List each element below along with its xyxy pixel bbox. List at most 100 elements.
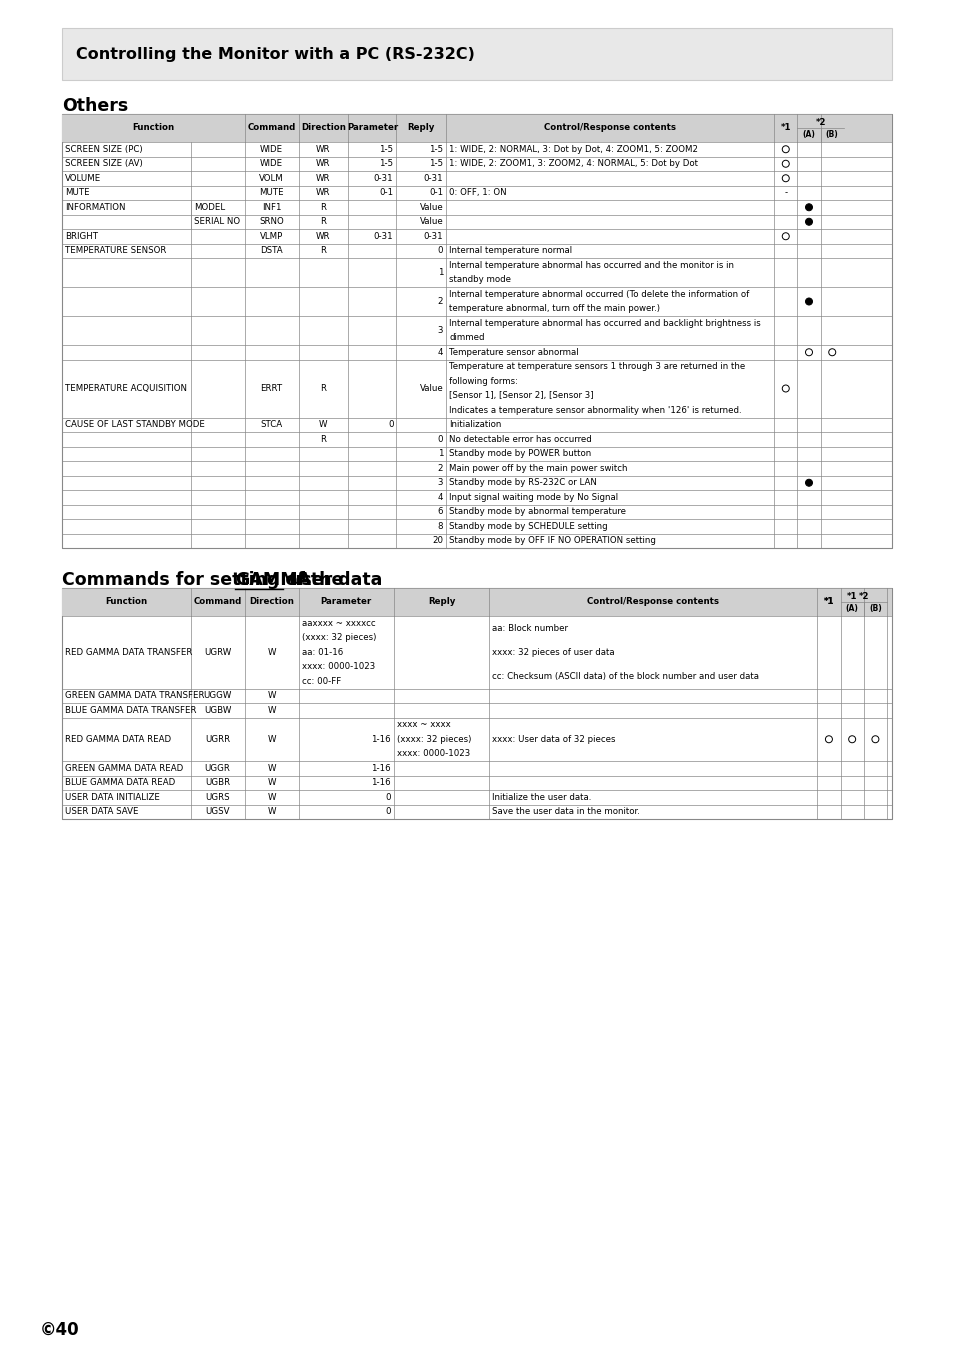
- Text: Value: Value: [419, 217, 443, 227]
- Text: WR: WR: [315, 188, 331, 197]
- Text: 1-5: 1-5: [429, 144, 443, 154]
- Text: W: W: [267, 691, 275, 701]
- Text: W: W: [319, 420, 328, 429]
- Text: 4: 4: [437, 493, 443, 502]
- Text: (A): (A): [801, 130, 815, 139]
- Text: (xxxx: 32 pieces): (xxxx: 32 pieces): [396, 734, 471, 744]
- Text: Parameter: Parameter: [347, 123, 397, 132]
- Text: aa: 01-16: aa: 01-16: [301, 648, 342, 656]
- Text: Others: Others: [62, 97, 128, 115]
- Text: following forms:: following forms:: [449, 377, 517, 386]
- Text: 1: 1: [437, 269, 443, 277]
- Text: Temperature sensor abnormal: Temperature sensor abnormal: [449, 348, 578, 356]
- Text: xxxx: User data of 32 pieces: xxxx: User data of 32 pieces: [492, 734, 616, 744]
- Text: CAUSE OF LAST STANDBY MODE: CAUSE OF LAST STANDBY MODE: [65, 420, 205, 429]
- Bar: [62, 113, 891, 548]
- Text: dimmed: dimmed: [449, 333, 484, 343]
- Text: UGSV: UGSV: [205, 807, 230, 817]
- Text: 0: 0: [437, 435, 443, 444]
- Text: 0: 0: [437, 246, 443, 255]
- Text: WR: WR: [315, 174, 331, 182]
- Text: BLUE GAMMA DATA TRANSFER: BLUE GAMMA DATA TRANSFER: [65, 706, 196, 714]
- Text: Standby mode by RS-232C or LAN: Standby mode by RS-232C or LAN: [449, 478, 597, 487]
- Bar: [62, 113, 891, 142]
- Text: Commands for setting of the: Commands for setting of the: [62, 571, 349, 589]
- Text: W: W: [267, 648, 275, 656]
- Text: 0-31: 0-31: [374, 174, 393, 182]
- Text: Controlling the Monitor with a PC (RS-232C): Controlling the Monitor with a PC (RS-23…: [76, 46, 475, 62]
- Text: 0: 0: [385, 792, 391, 802]
- Circle shape: [804, 298, 812, 305]
- Text: UGBR: UGBR: [205, 778, 230, 787]
- Text: UGGR: UGGR: [205, 764, 231, 772]
- Bar: [62, 28, 891, 80]
- Text: Standby mode by abnormal temperature: Standby mode by abnormal temperature: [449, 508, 625, 516]
- Text: (A): (A): [845, 603, 858, 613]
- Text: cc: 00-FF: cc: 00-FF: [301, 676, 340, 686]
- Text: (xxxx: 32 pieces): (xxxx: 32 pieces): [301, 633, 375, 643]
- Text: R: R: [320, 435, 326, 444]
- Text: RED GAMMA DATA READ: RED GAMMA DATA READ: [65, 734, 171, 744]
- Text: BLUE GAMMA DATA READ: BLUE GAMMA DATA READ: [65, 778, 175, 787]
- Text: MODEL: MODEL: [193, 202, 225, 212]
- Text: *1: *1: [822, 598, 833, 606]
- Text: Internal temperature normal: Internal temperature normal: [449, 246, 572, 255]
- Circle shape: [804, 219, 812, 225]
- Text: *1: *1: [822, 598, 833, 606]
- Text: Reply: Reply: [407, 123, 435, 132]
- Text: Reply: Reply: [428, 598, 455, 606]
- Text: 2: 2: [437, 464, 443, 472]
- Text: W: W: [267, 764, 275, 772]
- Text: 1-16: 1-16: [371, 764, 391, 772]
- Text: 0: OFF, 1: ON: 0: OFF, 1: ON: [449, 188, 506, 197]
- Text: Initialization: Initialization: [449, 420, 501, 429]
- Text: UGRW: UGRW: [204, 648, 231, 656]
- Text: 20: 20: [432, 536, 443, 545]
- Text: 8: 8: [437, 521, 443, 531]
- Text: 0-1: 0-1: [379, 188, 393, 197]
- Text: W: W: [267, 807, 275, 817]
- Text: *1: *1: [780, 123, 790, 132]
- Circle shape: [804, 479, 812, 486]
- Text: Control/Response contents: Control/Response contents: [543, 123, 676, 132]
- Text: (B): (B): [868, 603, 881, 613]
- Text: Temperature at temperature sensors 1 through 3 are returned in the: Temperature at temperature sensors 1 thr…: [449, 362, 744, 371]
- Text: W: W: [267, 778, 275, 787]
- Text: Input signal waiting mode by No Signal: Input signal waiting mode by No Signal: [449, 493, 618, 502]
- Text: aaxxxx ~ xxxxcc: aaxxxx ~ xxxxcc: [301, 618, 375, 628]
- Text: WR: WR: [315, 159, 331, 169]
- Text: Control/Response contents: Control/Response contents: [587, 598, 719, 606]
- Text: 2: 2: [437, 297, 443, 306]
- Text: BRIGHT: BRIGHT: [65, 232, 98, 240]
- Text: 3: 3: [437, 478, 443, 487]
- Text: UGBW: UGBW: [204, 706, 231, 714]
- Text: No detectable error has occurred: No detectable error has occurred: [449, 435, 592, 444]
- Circle shape: [804, 204, 812, 211]
- Bar: [62, 589, 891, 616]
- Text: *2: *2: [815, 117, 825, 127]
- Text: USER DATA SAVE: USER DATA SAVE: [65, 807, 138, 817]
- Text: WR: WR: [315, 232, 331, 240]
- Text: R: R: [320, 217, 326, 227]
- Text: Save the user data in the monitor.: Save the user data in the monitor.: [492, 807, 639, 817]
- Text: 1-5: 1-5: [379, 159, 393, 169]
- Text: 1: 1: [437, 450, 443, 458]
- Text: VLMP: VLMP: [259, 232, 283, 240]
- Text: Main power off by the main power switch: Main power off by the main power switch: [449, 464, 627, 472]
- Text: Command: Command: [247, 123, 295, 132]
- Text: Function: Function: [132, 123, 174, 132]
- Text: Direction: Direction: [301, 123, 346, 132]
- Text: -: -: [783, 188, 786, 197]
- Text: (B): (B): [825, 130, 838, 139]
- Text: 0-1: 0-1: [429, 188, 443, 197]
- Text: aa: Block number: aa: Block number: [492, 624, 568, 633]
- Text: Internal temperature abnormal occurred (To delete the information of: Internal temperature abnormal occurred (…: [449, 290, 749, 298]
- Text: SCREEN SIZE (PC): SCREEN SIZE (PC): [65, 144, 143, 154]
- Text: SCREEN SIZE (AV): SCREEN SIZE (AV): [65, 159, 143, 169]
- Text: 1-5: 1-5: [429, 159, 443, 169]
- Text: [Sensor 1], [Sensor 2], [Sensor 3]: [Sensor 1], [Sensor 2], [Sensor 3]: [449, 392, 594, 400]
- Text: WR: WR: [315, 144, 331, 154]
- Text: INFORMATION: INFORMATION: [65, 202, 126, 212]
- Text: Standby mode by SCHEDULE setting: Standby mode by SCHEDULE setting: [449, 521, 607, 531]
- Text: Parameter: Parameter: [320, 598, 372, 606]
